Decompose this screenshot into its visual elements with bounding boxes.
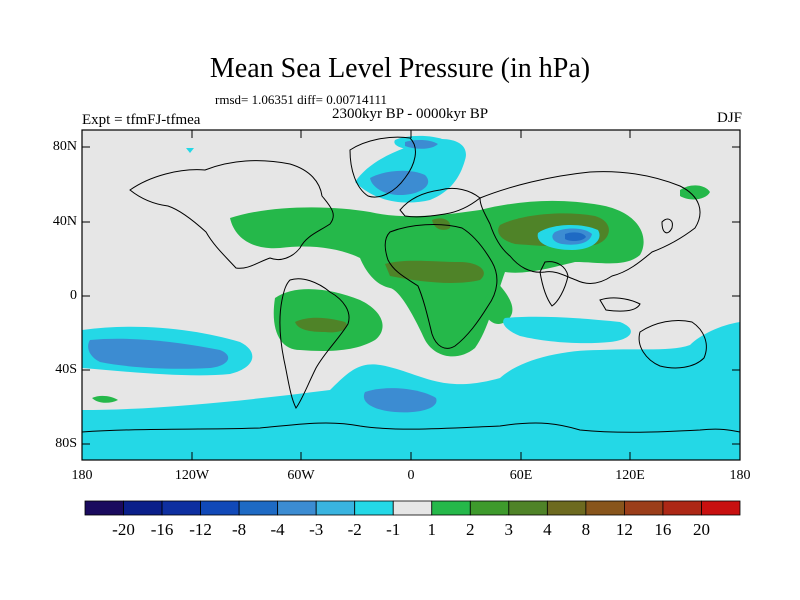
colorbar-swatch <box>238 500 279 516</box>
lat-label-80n: 80N <box>52 139 77 154</box>
colorbar-swatch <box>84 500 124 516</box>
colorbar-swatch <box>624 500 664 516</box>
colorbar <box>84 500 741 516</box>
colorbar-label: -16 <box>150 520 174 539</box>
season-label: DJF <box>716 110 742 126</box>
lon-label-60w: 60W <box>287 468 315 483</box>
colorbar-swatch <box>469 500 510 516</box>
lon-label-180e: 180 <box>729 468 751 483</box>
lon-label-180w: 180 <box>71 468 93 483</box>
darkblue-anomaly-tibet <box>565 232 586 242</box>
lon-label-0: 0 <box>407 468 415 483</box>
colorbar-label: -2 <box>347 520 362 539</box>
colorbar-swatch <box>354 500 394 516</box>
olive-anomaly-south-america <box>295 317 348 333</box>
colorbar-label: 12 <box>615 520 633 539</box>
colorbar-label: 16 <box>654 520 672 539</box>
colorbar-label: 2 <box>466 520 475 539</box>
colorbar-label: -4 <box>270 520 285 539</box>
coast-antarctica <box>81 422 741 433</box>
colorbar-label: 1 <box>427 520 437 539</box>
colorbar-swatch <box>662 500 702 516</box>
colorbar-swatch <box>161 500 201 516</box>
colorbar-swatch <box>546 500 587 516</box>
colorbar-label: 8 <box>581 520 591 539</box>
blue-anomaly-south-pacific <box>88 338 229 369</box>
colorbar-swatch <box>392 500 433 516</box>
period-label: 2300kyr BP - 0000kyr BP <box>331 106 489 122</box>
colorbar-swatch <box>701 500 741 516</box>
coast-africa <box>384 224 498 349</box>
lat-label-eq: 0 <box>70 288 77 303</box>
lat-label-80s: 80S <box>55 436 77 451</box>
colorbar-label: 20 <box>693 520 710 539</box>
coast-australia <box>638 319 707 369</box>
cyan-anomaly-indian <box>503 316 631 344</box>
coast-greenland <box>349 136 416 198</box>
blue-anomaly-south-atlantic <box>363 388 437 413</box>
colorbar-swatch <box>277 500 317 516</box>
axis-ticks <box>81 130 741 460</box>
colorbar-swatch <box>585 500 625 516</box>
lat-label-40n: 40N <box>52 214 77 229</box>
lon-label-120e: 120E <box>615 468 645 483</box>
anomaly-regions <box>82 135 740 460</box>
green-anomaly-africa-east <box>482 280 513 325</box>
cyan-anomaly-small-arctic <box>186 148 194 153</box>
colorbar-label: -12 <box>189 520 212 539</box>
colorbar-swatch <box>508 500 548 516</box>
coast-south-america <box>279 278 350 409</box>
colorbar-label: 4 <box>543 520 552 539</box>
experiment-label: Expt = tfmFJ-tfmea <box>82 112 201 128</box>
colorbar-label: 3 <box>504 520 514 539</box>
coastlines <box>81 136 741 433</box>
lat-label-40s: 40S <box>55 362 77 377</box>
colorbar-label: -3 <box>309 520 324 539</box>
colorbar-swatch <box>431 500 471 516</box>
map-title: Mean Sea Level Pressure (in hPa) <box>209 53 591 84</box>
blue-anomaly-greenland <box>370 170 429 195</box>
green-anomaly-pacific-south <box>92 395 118 403</box>
coast-india <box>539 261 569 307</box>
lon-label-60e: 60E <box>509 468 533 483</box>
olive-anomaly-sahara <box>385 260 484 283</box>
coast-asia <box>479 171 701 284</box>
lon-label-120w: 120W <box>174 468 210 483</box>
green-anomaly-kamchatka <box>680 185 710 200</box>
coast-north-america <box>129 160 334 269</box>
colorbar-label: -20 <box>112 520 135 539</box>
stats-text: rmsd= 1.06351 diff= 0.00714111 <box>215 92 387 107</box>
coast-indonesia <box>599 297 641 312</box>
colorbar-label: -1 <box>386 520 401 539</box>
colorbar-label: -8 <box>232 520 247 539</box>
coast-japan <box>661 218 673 234</box>
colorbar-swatch <box>200 500 240 516</box>
olive-anomaly-arabia <box>432 218 451 230</box>
colorbar-swatch <box>123 500 163 516</box>
colorbar-swatch <box>315 500 356 516</box>
